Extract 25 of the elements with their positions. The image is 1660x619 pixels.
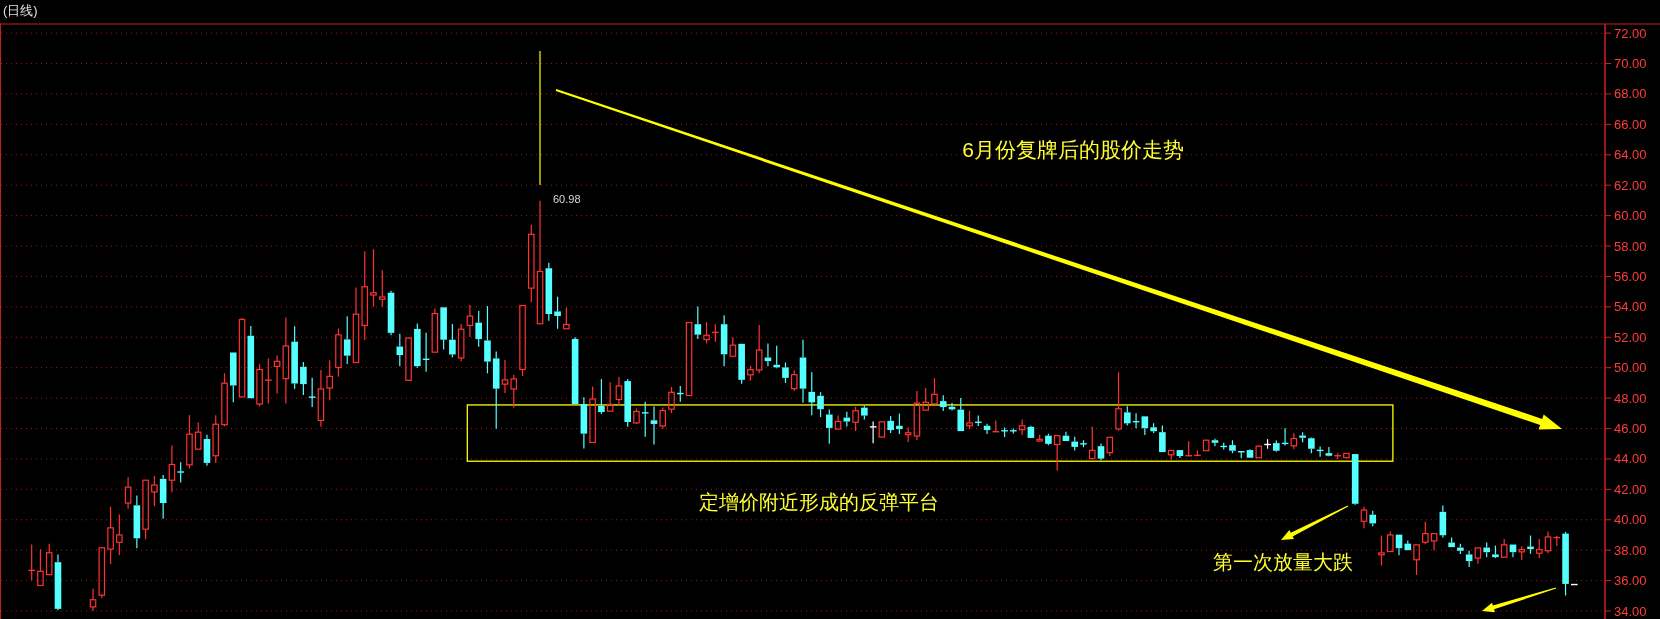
annotation: 6月份复牌后的股价走势 <box>962 138 1184 161</box>
y-tick-label: 60.00 <box>1614 208 1647 224</box>
y-tick-label: 58.00 <box>1614 238 1647 254</box>
annotation: 第一次放量大跌 <box>1213 551 1353 573</box>
y-tick-label: 64.00 <box>1614 147 1647 163</box>
y-tick-label: 36.00 <box>1614 573 1647 589</box>
y-tick-label: 62.00 <box>1614 177 1647 193</box>
annotation: 定增价附近形成的反弹平台 <box>699 491 939 513</box>
annotation: 60.98 <box>553 193 581 205</box>
y-tick-label: 66.00 <box>1614 116 1647 132</box>
y-tick-label: 44.00 <box>1614 451 1647 467</box>
y-tick-label: 34.00 <box>1614 603 1647 619</box>
y-tick-label: 68.00 <box>1614 86 1647 102</box>
y-tick-label: 52.00 <box>1614 329 1647 345</box>
y-tick-label: 72.00 <box>1614 25 1647 41</box>
y-tick-label: 54.00 <box>1614 299 1647 315</box>
chart-title: (日线) <box>3 3 38 18</box>
y-tick-label: 40.00 <box>1614 512 1647 528</box>
y-tick-label: 42.00 <box>1614 481 1647 497</box>
y-tick-label: 50.00 <box>1614 360 1647 376</box>
y-tick-label: 38.00 <box>1614 542 1647 558</box>
y-tick-label: 48.00 <box>1614 390 1647 406</box>
y-tick-label: 56.00 <box>1614 268 1647 284</box>
y-tick-label: 46.00 <box>1614 421 1647 437</box>
y-tick-label: 70.00 <box>1614 56 1647 72</box>
